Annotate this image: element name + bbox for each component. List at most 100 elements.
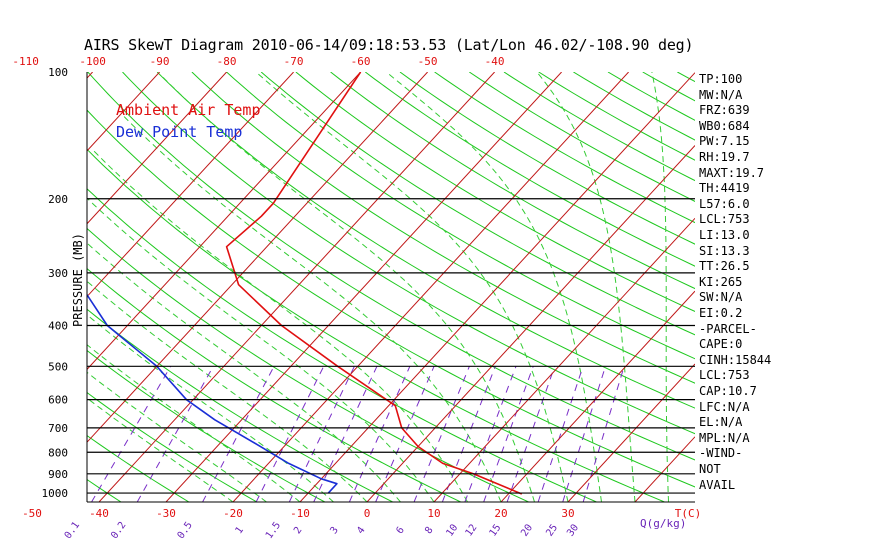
stat-item: L57:6.0	[699, 196, 750, 211]
legend-dew-point-temp: Dew Point Temp	[116, 123, 243, 141]
mixing-ratio-line	[91, 366, 172, 502]
top-temp-tick-label: -70	[284, 55, 304, 68]
pressure-tick-label: 700	[48, 422, 68, 435]
stat-item: MW:N/A	[699, 87, 743, 102]
dry-adiabat	[747, 72, 870, 502]
isotherm	[87, 72, 93, 79]
bottom-temp-tick-label: -50	[22, 507, 42, 520]
bottom-temp-tick-label: -40	[89, 507, 109, 520]
mixing-ratio-tick-label: 6	[394, 525, 406, 536]
stat-item: MPL:N/A	[699, 430, 750, 445]
mixing-ratio-tick-label: 30	[565, 522, 581, 538]
isotherm	[366, 145, 695, 502]
mixing-ratio-line	[537, 366, 584, 502]
mixing-ratio-line	[464, 366, 517, 502]
pressure-tick-label: 100	[48, 66, 68, 79]
dry-adiabat	[87, 188, 597, 502]
stat-item: MAXT:19.7	[699, 165, 765, 180]
moist-adiabat	[385, 72, 602, 502]
moist-adiabat	[87, 242, 401, 502]
isotherm	[87, 72, 160, 152]
dry-adiabat	[87, 227, 529, 502]
stat-item: CINH:15844	[699, 352, 772, 367]
dry-adiabat	[260, 72, 695, 336]
dry-adiabat	[87, 72, 695, 461]
mixing-ratio-tick-label: 25	[544, 522, 560, 538]
chart-title: AIRS SkewT Diagram 2010-06-14/09:18:53.5…	[84, 36, 694, 54]
dry-adiabat	[87, 478, 122, 502]
pressure-tick-label: 800	[48, 446, 68, 459]
stat-item: EL:N/A	[699, 415, 743, 430]
moist-adiabat	[87, 280, 368, 502]
dry-adiabat	[330, 72, 695, 290]
mixing-ratio-tick-label: 3	[328, 525, 340, 536]
mixing-ratio-line	[288, 366, 355, 502]
legend-ambient-air-temp: Ambient Air Temp	[116, 101, 261, 119]
moist-adiabat	[87, 397, 234, 502]
stat-item: AVAIL	[699, 477, 736, 492]
top-temp-tick-label: -60	[351, 55, 371, 68]
isotherm	[98, 72, 495, 502]
dry-adiabat	[295, 72, 695, 313]
mixing-ratio-tick-label: 2	[292, 525, 304, 536]
dry-adiabat	[469, 72, 695, 202]
mixing-ratio-tick-label: 1.5	[264, 520, 283, 541]
dry-adiabat	[503, 72, 695, 182]
mixing-ratio-tick-label: 0.1	[63, 520, 82, 541]
dry-adiabat	[399, 72, 695, 245]
moist-adiabat	[651, 72, 669, 502]
mixing-ratio-tick-label: 10	[444, 523, 460, 539]
dry-adiabat	[87, 391, 258, 502]
dry-adiabat	[156, 72, 695, 409]
stat-item: SW:N/A	[699, 290, 743, 305]
mixing-ratio-line	[483, 366, 534, 502]
mixing-ratio-line	[413, 366, 470, 502]
dry-adiabat	[538, 72, 695, 161]
temp-unit-label: T(C)	[675, 507, 702, 520]
stat-item: NOT	[699, 462, 721, 476]
mixing-ratio-line	[562, 366, 606, 502]
stat-item: -PARCEL-	[699, 321, 757, 336]
moist-adiabat	[536, 72, 636, 502]
stat-item: TT:26.5	[699, 259, 750, 274]
moist-adiabat	[160, 75, 535, 502]
pressure-tick-label: 400	[48, 320, 68, 333]
mixing-ratio-tick-label: 8	[423, 525, 435, 536]
top-temp-tick-label: -110	[12, 55, 39, 68]
top-temp-tick-label: -90	[150, 55, 170, 68]
dry-adiabat	[816, 72, 870, 502]
isotherm	[87, 72, 428, 443]
mixing-ratio-unit-label: Q(g/kg)	[640, 517, 686, 530]
stat-item: PW:7.15	[699, 134, 750, 149]
mixing-ratio-line	[506, 366, 556, 502]
bottom-temp-tick-label: 20	[494, 507, 507, 520]
stat-item: RH:19.7	[699, 150, 750, 164]
bottom-temp-tick-label: -20	[223, 507, 243, 520]
dry-adiabat	[87, 349, 326, 502]
pressure-tick-label: 500	[48, 360, 68, 373]
mixing-ratio-tick-label: 15	[488, 523, 504, 539]
stat-item: EI:0.2	[699, 306, 743, 320]
moist-adiabat	[93, 150, 468, 502]
pressure-tick-label: 900	[48, 468, 68, 481]
bottom-temp-tick-label: 10	[427, 507, 440, 520]
stat-item: LI:13.0	[699, 228, 750, 242]
top-temp-tick-label: -80	[217, 55, 237, 68]
isotherm	[87, 72, 361, 370]
moist-adiabat	[87, 371, 267, 502]
bottom-temp-tick-label: 0	[364, 507, 371, 520]
dry-adiabat	[226, 72, 695, 360]
stat-item: WB0:684	[699, 118, 750, 133]
isotherm	[634, 436, 695, 502]
isotherm	[87, 72, 227, 225]
stat-item: FRZ:639	[699, 103, 750, 118]
mixing-ratio-tick-label: 20	[519, 522, 535, 538]
stat-item: TP:100	[699, 72, 743, 86]
y-axis-label: PRESSURE (MB)	[71, 233, 85, 327]
top-temp-tick-label: -40	[485, 55, 505, 68]
mixing-ratio-line	[348, 366, 411, 502]
mixing-ratio-tick-label: 1	[234, 525, 246, 536]
moist-adiabat	[255, 72, 569, 502]
pressure-tick-label: 200	[48, 193, 68, 206]
